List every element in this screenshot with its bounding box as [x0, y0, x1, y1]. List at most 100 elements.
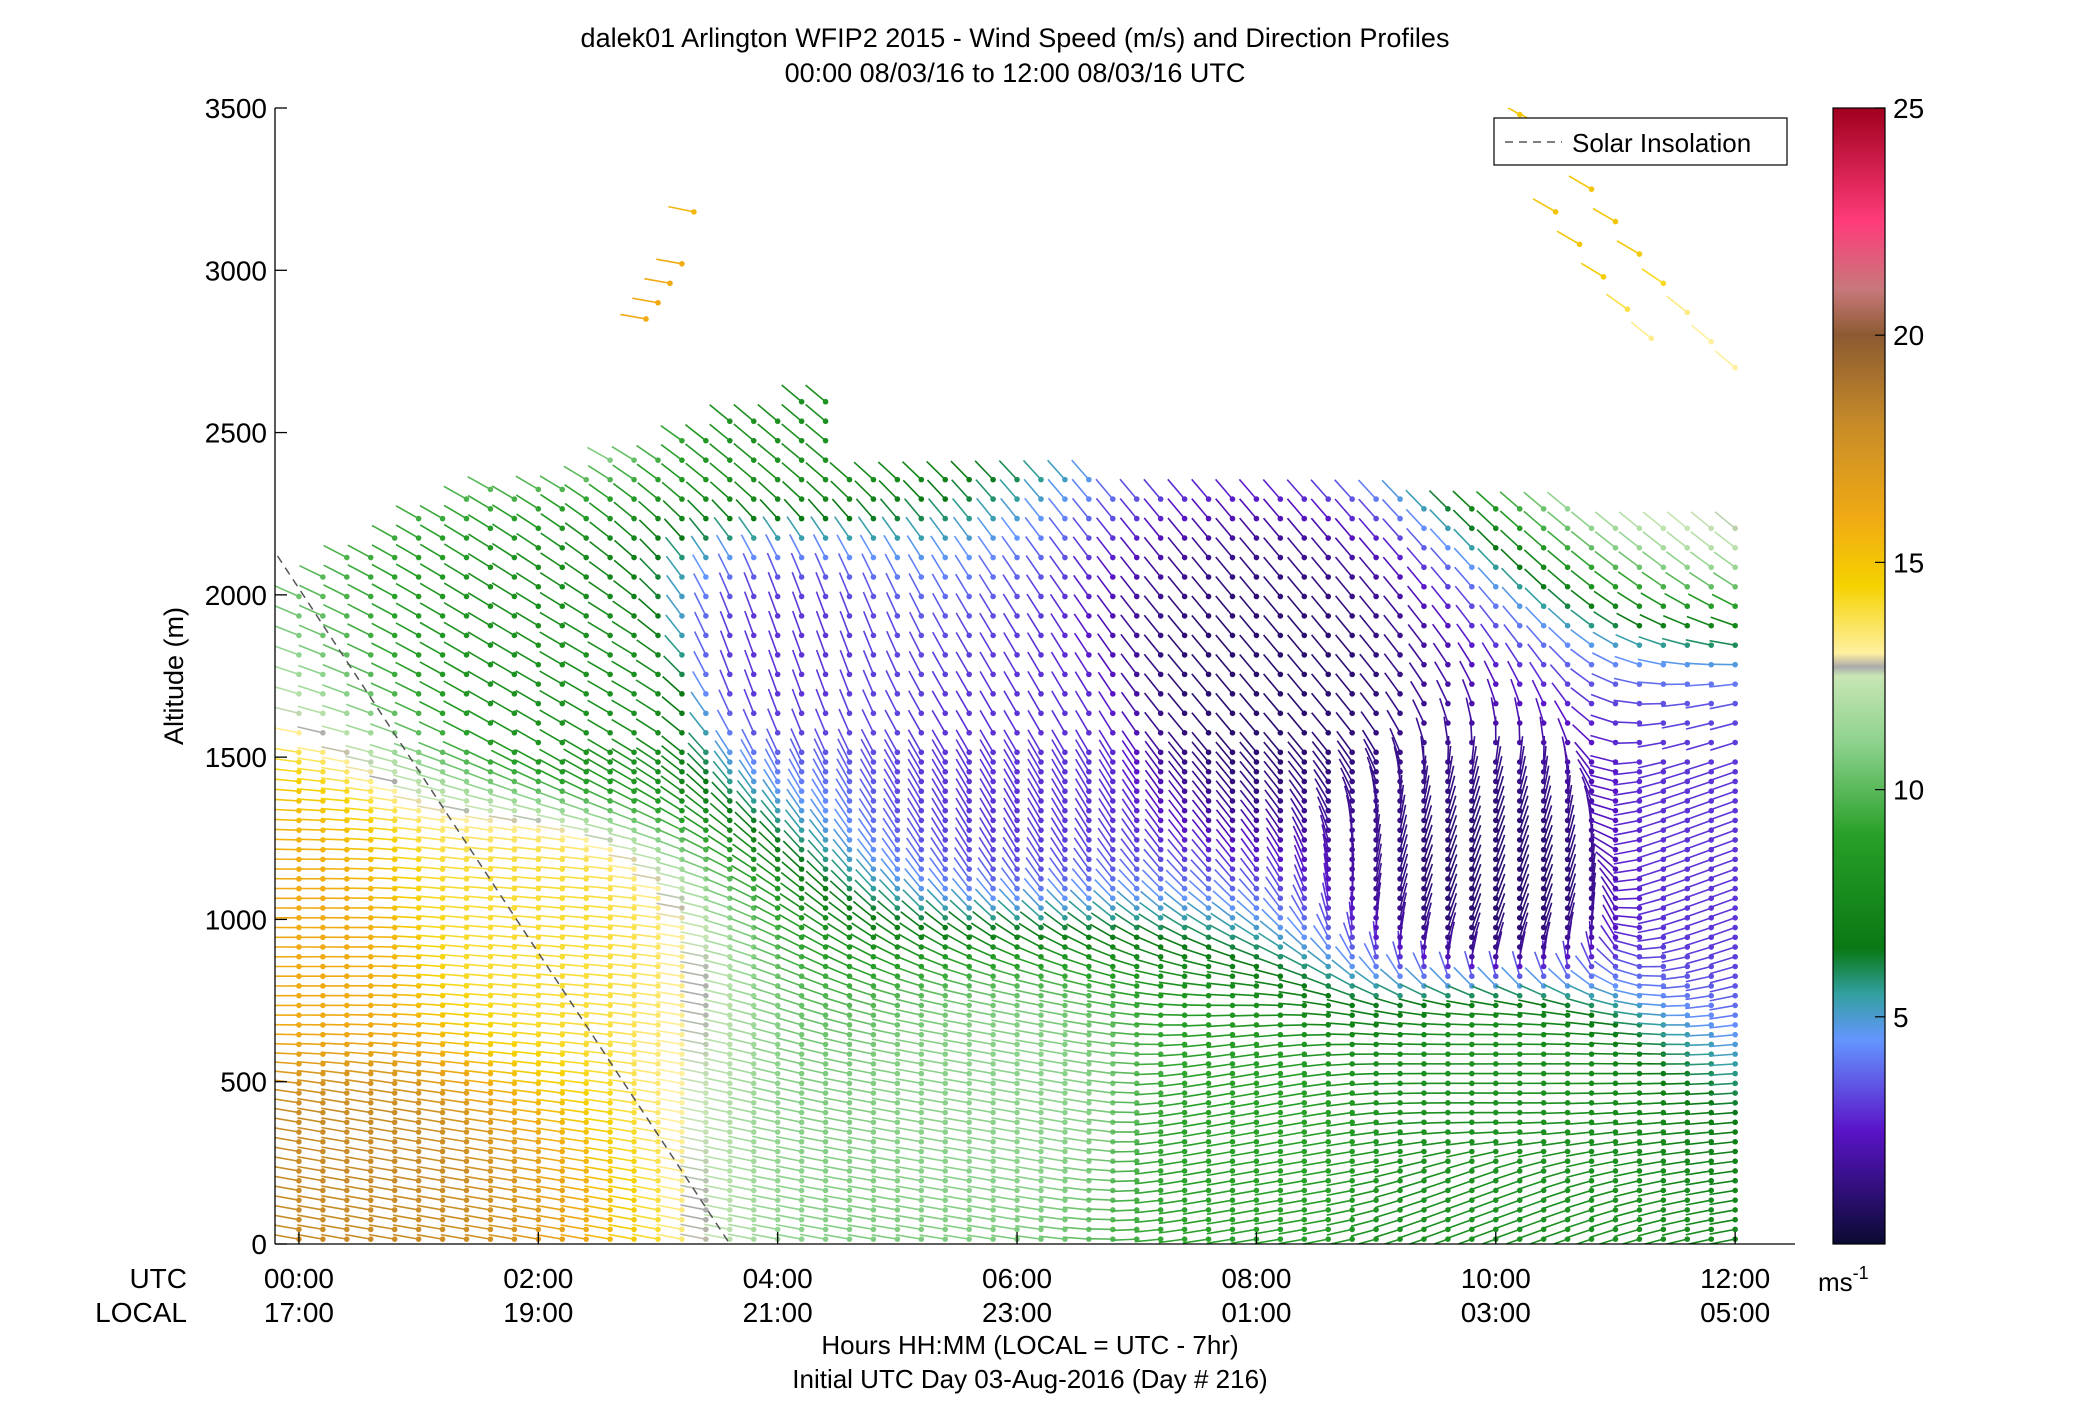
- wind-barb-staff: [512, 825, 539, 831]
- wind-barb-point: [727, 768, 733, 775]
- wind-barb-point: [1133, 983, 1140, 989]
- wind-barb-staff: [584, 963, 611, 968]
- wind-barb-point: [511, 593, 518, 600]
- wind-barb-staff: [488, 1165, 515, 1172]
- wind-barb-point: [774, 768, 781, 775]
- wind-barb-point: [894, 856, 901, 863]
- wind-barb-point: [631, 1129, 637, 1135]
- wind-barb-staff: [789, 738, 803, 763]
- wind-barb-staff: [767, 688, 779, 714]
- wind-barb-point: [870, 1090, 877, 1096]
- wind-barb-point: [990, 1002, 996, 1009]
- wind-barb-staff: [297, 1224, 324, 1231]
- wind-barb-point: [320, 1226, 326, 1233]
- wind-barb-point: [894, 1197, 901, 1203]
- wind-barb-point: [607, 749, 613, 756]
- wind-barb-staff: [584, 1204, 611, 1211]
- wind-barb-staff: [838, 688, 851, 714]
- wind-barb-point: [487, 1148, 494, 1155]
- wind-barb-staff: [752, 1165, 778, 1172]
- wind-barb-point: [391, 788, 398, 795]
- wind-barb-staff: [560, 845, 587, 851]
- wind-barb-point: [846, 1119, 853, 1126]
- wind-barb-point: [1157, 798, 1164, 804]
- wind-barb-point: [535, 1138, 542, 1145]
- wind-barb-staff: [776, 1086, 802, 1094]
- wind-barb-staff: [680, 1135, 707, 1143]
- wind-barb-point: [1181, 632, 1188, 639]
- wind-barb-staff: [752, 1046, 778, 1055]
- wind-barb-staff: [786, 788, 803, 812]
- wind-barb-staff: [847, 1136, 874, 1143]
- wind-barb-staff: [584, 1088, 611, 1094]
- wind-barb-point: [487, 1236, 494, 1242]
- wind-barb-staff: [393, 774, 419, 783]
- wind-barb-staff: [752, 1037, 778, 1046]
- wind-barb-staff: [560, 1117, 587, 1124]
- wind-barb-point: [655, 1090, 661, 1096]
- wind-barb-point: [822, 671, 829, 678]
- wind-barb-point: [1205, 1197, 1212, 1203]
- wind-barb-staff: [419, 563, 443, 578]
- wind-barb-staff: [512, 905, 539, 909]
- wind-barb-staff: [464, 875, 491, 880]
- wind-barb-staff: [753, 925, 779, 939]
- wind-barb-point: [894, 496, 901, 502]
- wind-barb-point: [439, 778, 446, 785]
- wind-barb-point: [655, 476, 661, 483]
- wind-barb-point: [1133, 798, 1140, 804]
- wind-barb-staff: [764, 534, 779, 558]
- wind-barb-staff: [787, 778, 803, 802]
- wind-barb-staff: [632, 1136, 659, 1143]
- wind-barb-point: [1109, 1187, 1116, 1194]
- wind-barb-point: [703, 915, 709, 921]
- wind-barb-point: [918, 1216, 925, 1223]
- wind-barb-point: [559, 1070, 566, 1077]
- wind-barb-point: [870, 593, 877, 600]
- wind-barb-point: [439, 1109, 446, 1116]
- wind-barb-staff: [440, 815, 467, 822]
- wind-barb-point: [631, 1158, 637, 1165]
- wind-barb-staff: [368, 1204, 395, 1211]
- wind-barb-point: [966, 788, 972, 795]
- wind-barb-staff: [759, 498, 779, 520]
- wind-barb-staff: [839, 610, 851, 636]
- wind-barb-staff: [632, 1233, 659, 1240]
- wind-barb-point: [679, 1129, 685, 1135]
- wind-barb-point: [296, 1168, 302, 1174]
- wind-barb-staff: [656, 922, 683, 929]
- wind-barb-staff: [584, 855, 611, 861]
- wind-barb-staff: [441, 772, 467, 783]
- wind-barb-staff: [440, 1204, 467, 1211]
- wind-barb-point: [679, 1051, 685, 1057]
- wind-barb-point: [439, 1070, 446, 1077]
- wind-barb-point: [727, 613, 733, 619]
- wind-barb-point: [703, 963, 709, 970]
- wind-barb-staff: [847, 1214, 874, 1221]
- wind-barb-point: [583, 476, 589, 483]
- wind-barb-point: [607, 1207, 613, 1213]
- wind-barb-staff: [515, 709, 539, 724]
- wind-barb-point: [870, 915, 877, 921]
- wind-barb-staff: [756, 852, 779, 870]
- wind-barb-point: [631, 1236, 637, 1242]
- wind-barb-staff: [742, 708, 755, 734]
- wind-barb-point: [870, 798, 877, 804]
- wind-barb-point: [918, 885, 925, 892]
- wind-barb-point: [535, 807, 542, 814]
- wind-barb-staff: [536, 885, 563, 890]
- wind-barb-staff: [344, 1233, 371, 1240]
- wind-barb-point: [1086, 1041, 1092, 1048]
- wind-barb-point: [463, 807, 470, 814]
- wind-barb-staff: [275, 1088, 300, 1094]
- wind-barb-point: [559, 1177, 566, 1184]
- wind-barb-staff: [515, 572, 539, 588]
- wind-barb-staff: [714, 740, 731, 763]
- wind-barb-point: [894, 983, 901, 989]
- wind-barb-staff: [536, 963, 563, 968]
- wind-barb-point: [439, 1148, 446, 1155]
- wind-barb-staff: [392, 805, 419, 812]
- wind-barb-point: [822, 837, 829, 843]
- wind-barb-point: [583, 749, 589, 756]
- wind-barb-point: [511, 1061, 518, 1067]
